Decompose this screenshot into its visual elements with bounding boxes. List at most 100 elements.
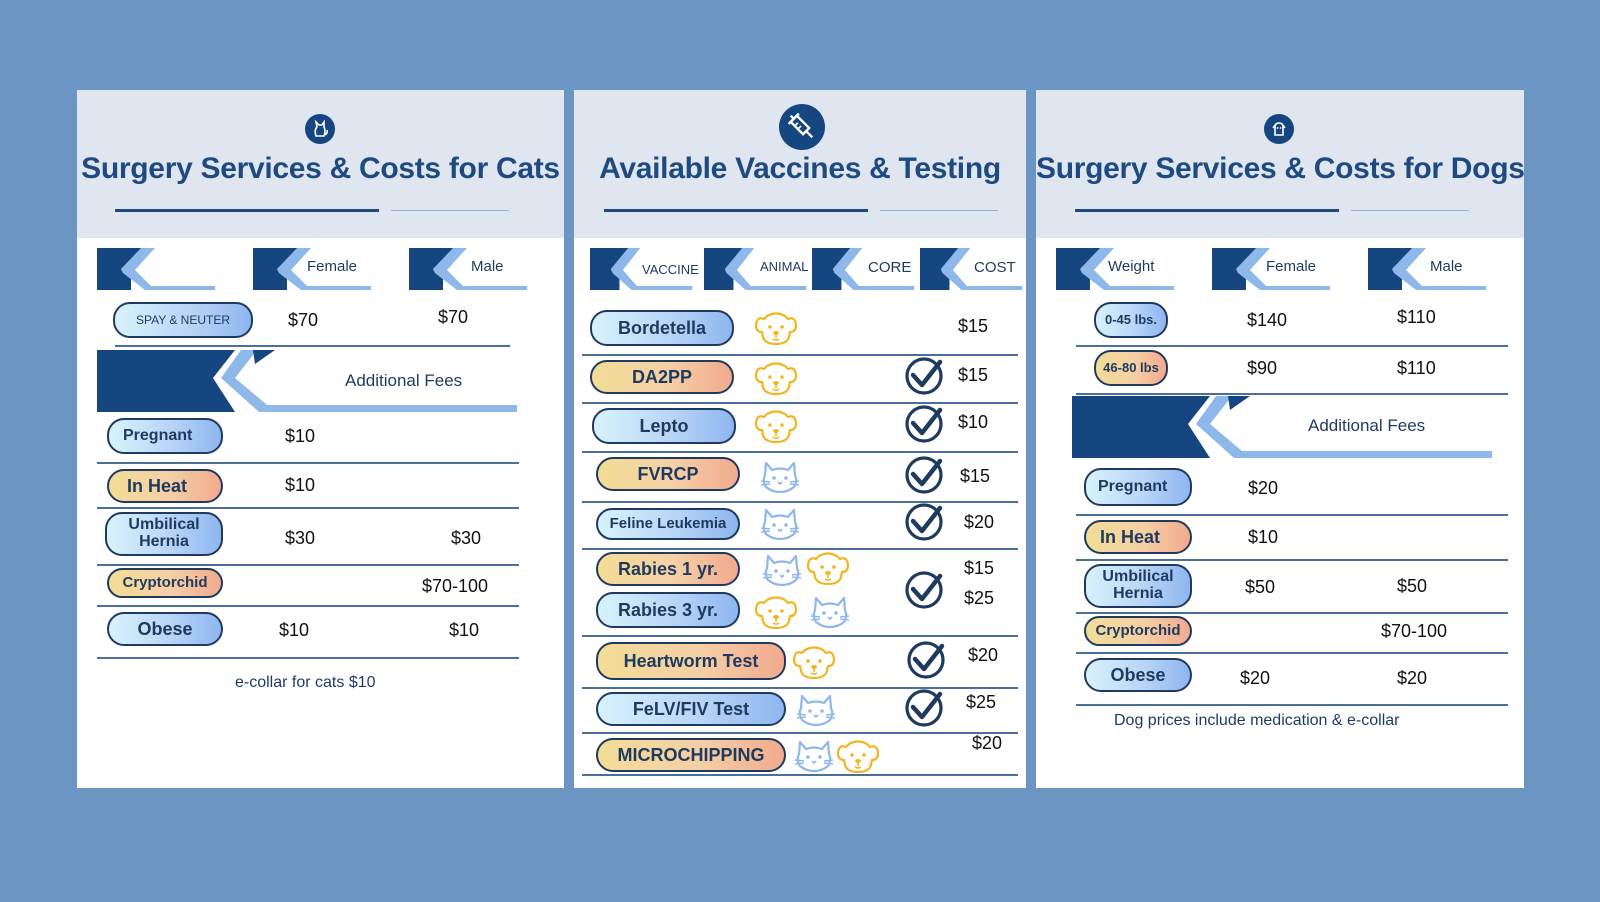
vaccine-pill-fvrcp: FVRCP (596, 457, 740, 491)
dogs-header-female: Female (1212, 248, 1332, 290)
header-label: Female (1266, 258, 1317, 275)
row-divider (97, 507, 519, 509)
cats-footnote: e-collar for cats $10 (235, 674, 376, 691)
fee-female-price: $10 (285, 475, 316, 495)
row-divider (1076, 652, 1508, 654)
vaccine-pill-rabies-3yr: Rabies 3 yr. (596, 592, 740, 628)
header-label: COST (974, 259, 1016, 276)
dogs-panel: Surgery Services & Costs for Dogs Weight… (1036, 90, 1524, 788)
row-divider (1076, 612, 1508, 614)
dog-icon (754, 362, 798, 396)
weight-female-price: $140 (1247, 310, 1288, 330)
dogs-footnote: Dog prices include medication & e-collar (1114, 712, 1400, 729)
core-check-icon (904, 404, 944, 444)
row-divider (582, 774, 1018, 776)
fee-female-price: $50 (1245, 577, 1276, 597)
cats-panel: Surgery Services & Costs for Cats Female… (77, 90, 564, 788)
syringe-icon (779, 104, 825, 150)
vaccine-cost: $15 (964, 558, 995, 578)
vaccines-header-core: CORE (812, 248, 916, 290)
vaccine-pill-da2pp: DA2PP (590, 360, 734, 394)
cats-header-male: Male (409, 248, 529, 290)
row-divider (582, 402, 1018, 404)
additional-fees-label: Additional Fees (1308, 416, 1426, 435)
vaccine-cost: $25 (964, 588, 995, 608)
dog-icon (754, 312, 798, 346)
vaccine-cost: $25 (966, 692, 997, 712)
vaccines-title: Available Vaccines & Testing (599, 152, 1001, 185)
fee-male-price: $50 (1397, 576, 1428, 596)
spay-female-price: $70 (288, 310, 319, 330)
cat-icon (809, 596, 851, 629)
row-divider (97, 462, 519, 464)
fee-male-price: $20 (1397, 668, 1428, 688)
vaccines-header-cost: COST (920, 248, 1024, 290)
dog-icon (806, 552, 850, 586)
row-divider (1076, 514, 1508, 516)
dog-icon (1264, 114, 1294, 144)
dog-icon (754, 410, 798, 444)
dog-icon (754, 596, 798, 630)
weight-pill-46-80: 46-80 lbs (1094, 350, 1168, 386)
cat-icon (759, 461, 801, 494)
vaccine-cost: $15 (958, 316, 989, 336)
core-check-icon (904, 688, 944, 728)
vaccines-header-animal: ANIMAL (704, 248, 808, 290)
core-check-icon (906, 640, 946, 680)
vaccine-pill-bordetella: Bordetella (590, 310, 734, 346)
core-check-icon (904, 455, 944, 495)
fee-female-price: $10 (279, 620, 310, 640)
vaccine-cost: $20 (968, 645, 999, 665)
row-divider (582, 354, 1018, 356)
header-label: Male (1430, 258, 1463, 275)
row-divider (582, 501, 1018, 503)
vaccine-cost: $20 (964, 512, 995, 532)
header-label: Weight (1108, 258, 1155, 275)
header-label: Female (307, 258, 358, 275)
fee-male-price: $30 (451, 528, 482, 548)
header-label: CORE (868, 259, 912, 276)
core-check-icon (904, 356, 944, 396)
dog-icon (792, 646, 836, 680)
weight-pill-0-45: 0-45 lbs. (1094, 302, 1168, 338)
fee-female-price: $20 (1248, 478, 1279, 498)
weight-male-price: $110 (1397, 358, 1436, 378)
row-divider (97, 564, 519, 566)
cats-title: Surgery Services & Costs for Cats (81, 152, 560, 185)
title-underline (604, 209, 868, 212)
fee-pill-obese: Obese (1084, 658, 1192, 692)
dog-icon (836, 740, 880, 774)
header-label: Male (471, 258, 504, 275)
row-divider (115, 345, 510, 347)
fee-pill-in-heat: In Heat (107, 469, 223, 503)
fee-pill-pregnant: Pregnant (107, 418, 223, 454)
fee-pill-in-heat: In Heat (1084, 520, 1192, 554)
cat-icon (795, 694, 837, 727)
cats-header-blank (97, 248, 217, 290)
core-check-icon (904, 570, 944, 610)
vaccine-pill-rabies-1yr: Rabies 1 yr. (596, 552, 740, 586)
header-label: ANIMAL (760, 259, 809, 274)
dogs-additional-fees-banner: Additional Fees (1072, 396, 1492, 458)
row-divider (97, 657, 519, 659)
dogs-title: Surgery Services & Costs for Dogs (1036, 152, 1524, 185)
title-underline-thin (391, 210, 509, 211)
weight-female-price: $90 (1247, 358, 1278, 378)
vaccine-pill-felv-fiv-test: FeLV/FIV Test (596, 692, 786, 726)
row-divider (1076, 704, 1508, 706)
row-divider (582, 451, 1018, 453)
cats-additional-fees-banner: Additional Fees (97, 350, 517, 412)
vaccine-pill-lepto: Lepto (592, 408, 736, 444)
row-divider (97, 605, 519, 607)
fee-male-price: $70-100 (422, 576, 489, 596)
vaccine-pill-microchipping: MICROCHIPPING (596, 738, 786, 772)
weight-male-price: $110 (1397, 307, 1436, 327)
vaccine-cost: $15 (958, 365, 989, 385)
vaccine-cost: $10 (958, 412, 989, 432)
title-underline-thin (880, 210, 998, 211)
dogs-header-weight: Weight (1056, 248, 1176, 290)
fee-pill-pregnant: Pregnant (1084, 468, 1192, 506)
row-divider (1076, 345, 1508, 347)
row-divider (1076, 559, 1508, 561)
fee-male-price: $70-100 (1381, 621, 1448, 641)
